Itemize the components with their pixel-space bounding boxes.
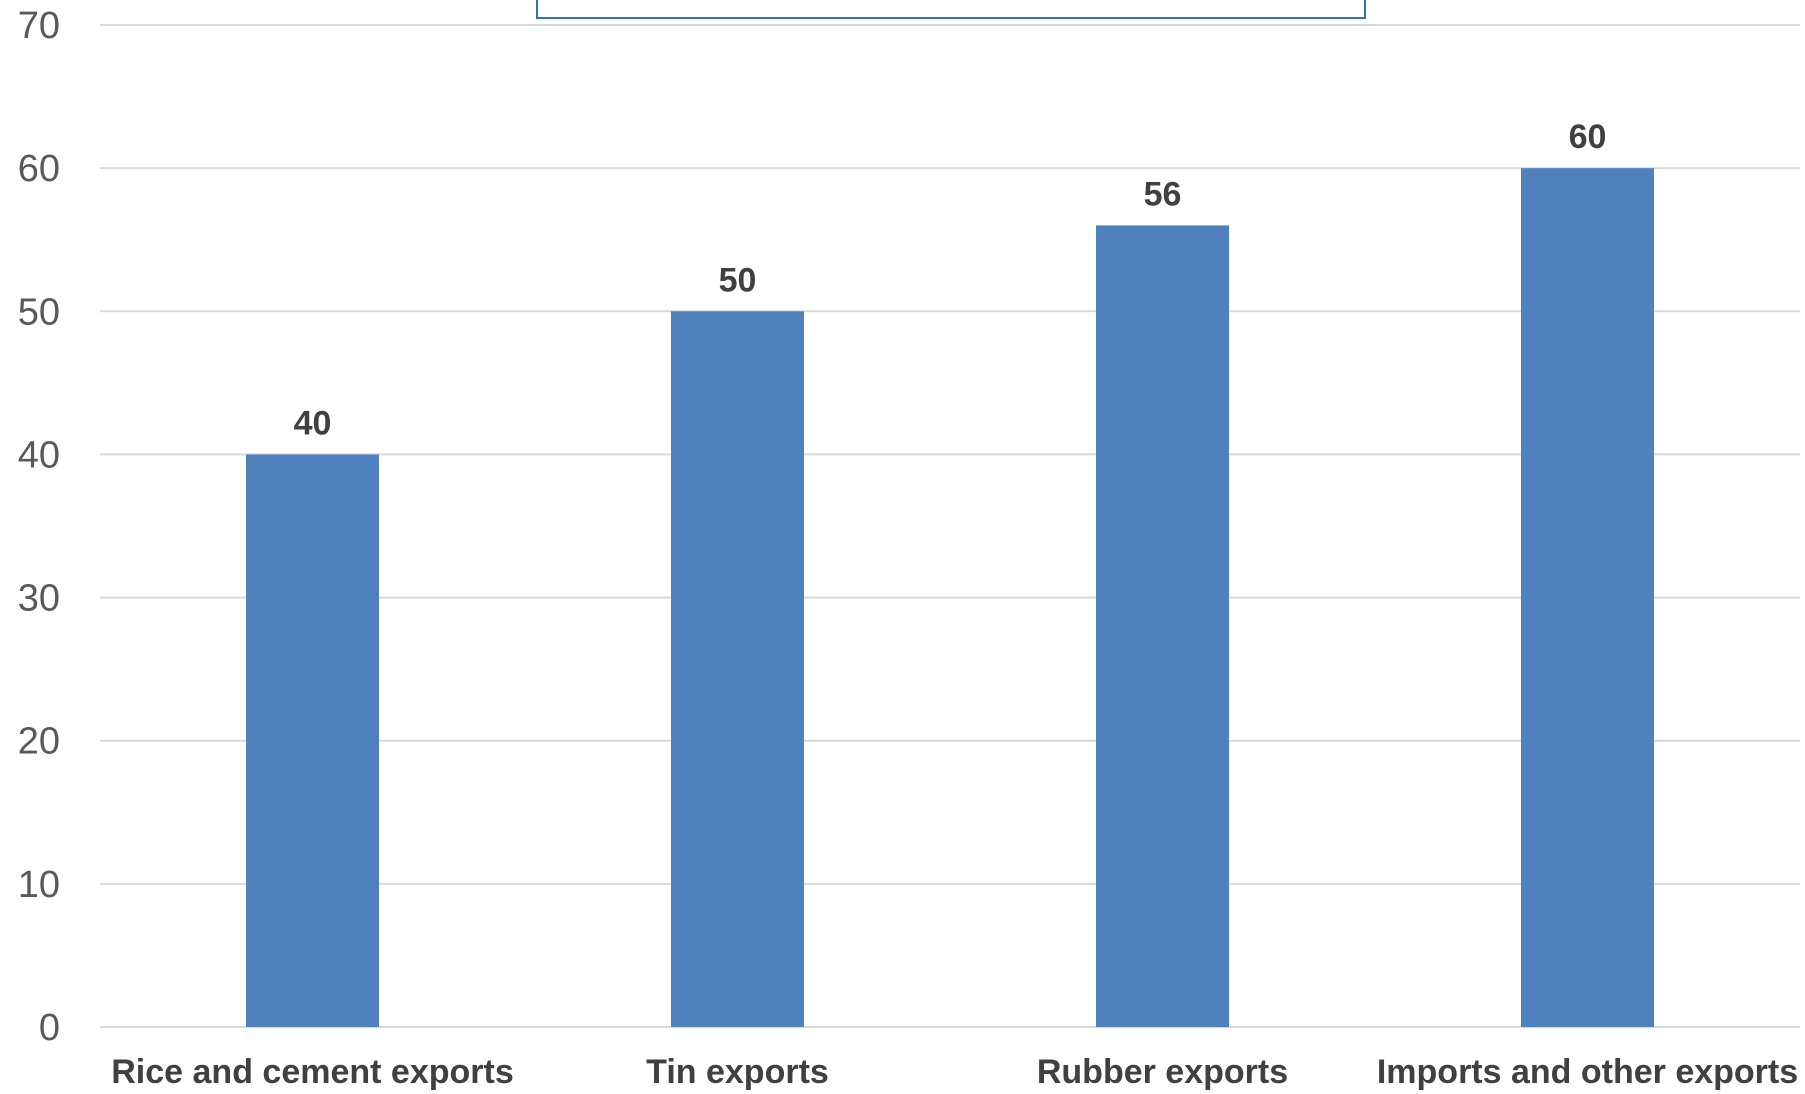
data-label: 60 — [1569, 118, 1607, 156]
y-axis-ticks: 0 10 20 30 40 50 60 70 — [18, 5, 60, 1049]
category-labels: Rice and cement exports Tin exports Rubber… — [111, 1053, 1798, 1091]
y-tick-label: 30 — [18, 578, 60, 620]
category-label: Rice and cement exports — [111, 1053, 513, 1091]
bar — [671, 311, 804, 1027]
category-label: Tin exports — [646, 1053, 829, 1091]
category-label: Rubber exports — [1037, 1053, 1288, 1091]
y-tick-label: 40 — [18, 434, 60, 476]
data-label: 40 — [294, 404, 332, 442]
bars — [246, 168, 1654, 1028]
y-tick-label: 50 — [18, 291, 60, 333]
data-label: 50 — [719, 261, 757, 299]
bar — [1521, 168, 1654, 1028]
y-tick-label: 0 — [39, 1007, 60, 1049]
data-labels: 40 50 56 60 — [294, 118, 1607, 442]
y-tick-label: 60 — [18, 148, 60, 190]
y-tick-label: 10 — [18, 864, 60, 906]
data-label: 56 — [1144, 175, 1182, 213]
y-tick-label: 20 — [18, 721, 60, 763]
y-tick-label: 70 — [18, 5, 60, 47]
gridlines — [100, 24, 1800, 1028]
category-label: Imports and other exports — [1377, 1053, 1798, 1091]
chart-title-box — [536, 0, 1366, 19]
bar — [246, 454, 379, 1027]
bar — [1096, 225, 1229, 1027]
